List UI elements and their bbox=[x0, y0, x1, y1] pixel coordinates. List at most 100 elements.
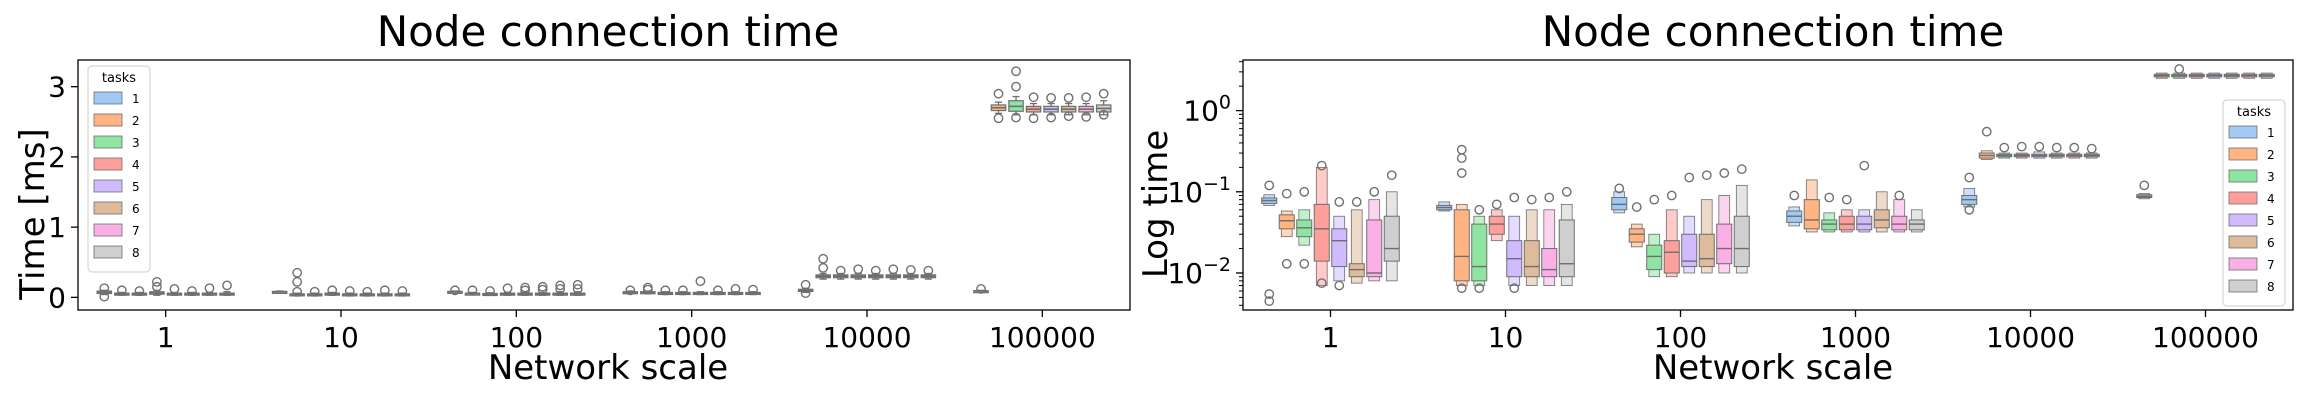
x-tick-label: 100000 bbox=[989, 321, 1096, 354]
flier-point bbox=[292, 277, 303, 287]
flier-point bbox=[1351, 197, 1362, 207]
flier-point bbox=[572, 279, 583, 290]
x-tick-label: 10 bbox=[1488, 321, 1524, 354]
boxen-inner-8 bbox=[1383, 215, 1400, 262]
flier-point bbox=[1824, 192, 1835, 203]
boxen-inner-1 bbox=[1611, 197, 1628, 211]
flier-point bbox=[1028, 92, 1039, 103]
flier-point bbox=[1011, 81, 1021, 92]
flier-point bbox=[993, 88, 1004, 99]
flier-point bbox=[222, 280, 232, 291]
flier-point bbox=[976, 284, 986, 294]
boxen-inner-7 bbox=[1891, 215, 1908, 231]
legend-swatch-2 bbox=[93, 113, 123, 127]
flier-point bbox=[1334, 197, 1345, 207]
boxen-inner-8 bbox=[1558, 219, 1575, 278]
boxen-inner-7 bbox=[1716, 223, 1733, 265]
flier-point bbox=[1081, 111, 1092, 122]
legend-swatch-1 bbox=[93, 91, 123, 105]
flier-point bbox=[292, 286, 303, 297]
flier-point bbox=[1544, 192, 1555, 203]
flier-point bbox=[1299, 258, 1310, 269]
legend-swatch-3 bbox=[93, 135, 123, 149]
boxen-inner-4 bbox=[1663, 240, 1680, 274]
flier-point bbox=[1011, 112, 1021, 123]
flier-point bbox=[888, 264, 899, 275]
flier-point bbox=[713, 285, 723, 296]
boxen-inner-3 bbox=[1471, 223, 1488, 282]
legend-label-1: 1 bbox=[2267, 126, 2275, 140]
x-axis-label: Network scale bbox=[1653, 348, 1893, 388]
flier-point bbox=[642, 284, 653, 295]
flier-point bbox=[292, 267, 303, 278]
flier-point bbox=[520, 282, 530, 293]
flier-point bbox=[730, 284, 741, 294]
flier-point bbox=[2016, 141, 2027, 152]
boxen-inner-2 bbox=[1628, 228, 1645, 243]
flier-point bbox=[1981, 126, 1992, 137]
legend-swatch-5 bbox=[93, 179, 123, 193]
legend-label-8: 8 bbox=[2267, 280, 2275, 294]
flier-point bbox=[1386, 170, 1397, 181]
chart-title: Node connection time bbox=[1542, 7, 2005, 56]
boxen-inner-3 bbox=[1821, 219, 1838, 231]
legend-label-6: 6 bbox=[2267, 236, 2275, 250]
flier-point bbox=[485, 286, 495, 296]
flier-point bbox=[187, 286, 197, 296]
flier-point bbox=[1684, 172, 1695, 183]
flier-point bbox=[1299, 186, 1310, 197]
flier-point bbox=[1614, 183, 1625, 194]
flier-point bbox=[1456, 168, 1467, 178]
legend-label-7: 7 bbox=[132, 224, 140, 238]
flier-point bbox=[1526, 194, 1537, 205]
legend-swatch-2 bbox=[2228, 147, 2258, 161]
flier-point bbox=[467, 285, 478, 296]
flier-point bbox=[1264, 289, 1275, 299]
legend-swatch-1 bbox=[2228, 125, 2258, 139]
legend-label-7: 7 bbox=[2267, 258, 2275, 272]
flier-point bbox=[1474, 283, 1485, 294]
y-tick-label: 1 bbox=[48, 211, 66, 244]
flier-point bbox=[695, 276, 706, 287]
boxen-inner-6 bbox=[1523, 240, 1540, 278]
flier-point bbox=[362, 286, 373, 297]
boxen-outer-6 bbox=[1350, 209, 1363, 284]
flier-point bbox=[169, 284, 180, 294]
flier-point bbox=[835, 265, 846, 276]
plot-frame bbox=[77, 59, 1131, 311]
legend-label-2: 2 bbox=[132, 114, 140, 128]
flier-point bbox=[625, 285, 636, 296]
boxen-inner-8 bbox=[1733, 215, 1750, 268]
boxen-inner-2 bbox=[1453, 209, 1470, 282]
flier-point bbox=[1316, 160, 1327, 171]
flier-point bbox=[537, 284, 548, 295]
legend-label-3: 3 bbox=[2267, 170, 2275, 184]
flier-point bbox=[151, 277, 162, 287]
flier-point bbox=[1011, 66, 1021, 77]
flier-point bbox=[1964, 172, 1975, 183]
flier-point bbox=[1719, 168, 1730, 178]
boxen-inner-4 bbox=[1838, 215, 1855, 231]
boxen-inner-2 bbox=[1278, 214, 1295, 230]
flier-point bbox=[1456, 144, 1467, 155]
flier-point bbox=[1509, 283, 1520, 294]
flier-point bbox=[1894, 190, 1905, 201]
flier-point bbox=[1789, 190, 1800, 201]
legend-swatch-6 bbox=[2228, 235, 2258, 249]
legend-label-4: 4 bbox=[2267, 192, 2275, 206]
flier-point bbox=[1456, 153, 1467, 164]
y-axis-label: Time [ms] bbox=[13, 128, 53, 300]
legend-label-5: 5 bbox=[2267, 214, 2275, 228]
flier-point bbox=[905, 265, 916, 275]
flier-point bbox=[1964, 204, 1975, 215]
flier-point bbox=[818, 253, 829, 264]
legend-label-8: 8 bbox=[132, 246, 140, 260]
x-tick-label: 10000 bbox=[822, 321, 911, 354]
y-tick-label: 10−2 bbox=[1167, 254, 1231, 290]
flier-point bbox=[1098, 109, 1109, 120]
boxen-inner-5 bbox=[1681, 233, 1698, 268]
x-tick-label: 100 bbox=[1654, 321, 1707, 354]
flier-point bbox=[1028, 113, 1039, 124]
flier-point bbox=[1474, 204, 1485, 215]
flier-point bbox=[572, 284, 583, 294]
